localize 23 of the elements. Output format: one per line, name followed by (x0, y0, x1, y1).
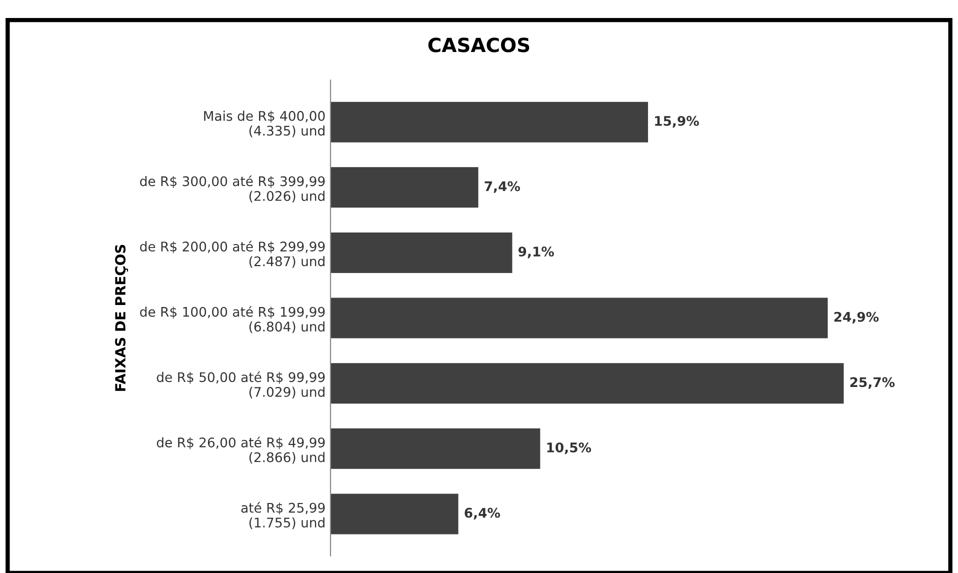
y-tick-label: Mais de R$ 400,00 (4.335) und (204, 110, 325, 138)
data-label: 15,9% (655, 116, 699, 128)
y-tick-label: de R$ 200,00 até R$ 299,99 (2.487) und (140, 240, 325, 268)
bar (330, 428, 540, 469)
chart-title: CASACOS (428, 38, 530, 52)
data-label: 7,4% (484, 181, 520, 193)
y-axis-title: FAIXAS DE PREÇOS (115, 244, 128, 391)
y-tick-label: de R$ 300,00 até R$ 399,99 (2.026) und (140, 175, 325, 203)
bar (330, 102, 648, 142)
bar (330, 363, 844, 404)
data-label: 25,7% (850, 377, 895, 389)
bar (330, 298, 828, 338)
bar (330, 167, 478, 208)
y-tick-label: de R$ 26,00 até R$ 49,99 (2.866) und (156, 436, 325, 464)
bar (330, 494, 458, 534)
data-label: 9,1% (518, 246, 554, 258)
y-tick-label: até R$ 25,99 (1.755) und (241, 502, 325, 530)
y-tick-label: de R$ 50,00 até R$ 99,99 (7.029) und (156, 371, 325, 398)
data-label: 6,4% (464, 508, 500, 520)
data-label: 24,9% (834, 312, 879, 324)
data-label: 10,5% (547, 442, 592, 454)
bar (330, 232, 512, 273)
y-tick-label: de R$ 100,00 até R$ 199,99 (6.804) und (140, 306, 325, 334)
